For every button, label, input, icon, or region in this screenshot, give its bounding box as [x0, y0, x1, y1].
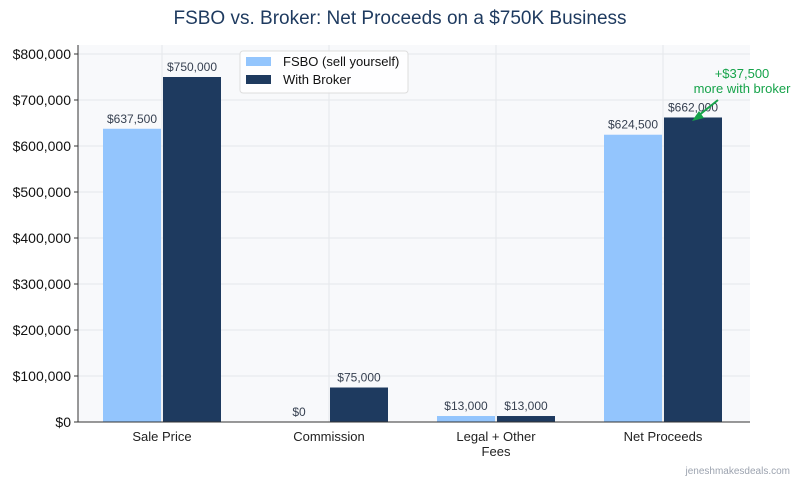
x-tick-label: Legal + Other — [456, 429, 536, 444]
legend: FSBO (sell yourself) With Broker — [239, 50, 409, 94]
legend-swatch — [246, 57, 271, 66]
y-tick-label: $100,000 — [13, 368, 72, 384]
bar-broker — [664, 117, 722, 422]
annotation-text: +$37,500 — [715, 66, 770, 81]
y-tick-label: $0 — [55, 414, 71, 430]
data-label: $75,000 — [337, 371, 381, 385]
y-tick-label: $400,000 — [13, 230, 72, 246]
legend-label: With Broker — [283, 72, 352, 87]
arrowhead-icon — [692, 111, 704, 121]
data-label: $0 — [292, 405, 306, 419]
data-label: $662,000 — [668, 100, 718, 114]
legend-swatch — [246, 75, 271, 84]
bar-fsbo — [604, 134, 662, 423]
arrow-icon — [697, 99, 719, 117]
bar-broker — [330, 387, 388, 422]
bar-fsbo — [103, 128, 161, 422]
x-tick-label: Net Proceeds — [624, 429, 703, 444]
y-tick-label: $700,000 — [13, 92, 72, 108]
data-label: $13,000 — [444, 399, 488, 413]
x-tick-label: Sale Price — [132, 429, 191, 444]
annotation-text: more with broker — [694, 81, 791, 96]
y-tick-label: $200,000 — [13, 322, 72, 338]
bar-broker — [163, 77, 221, 422]
watermark: jeneshmakesdeals.com — [685, 466, 791, 477]
y-tick-label: $500,000 — [13, 184, 72, 200]
chart-title: FSBO vs. Broker: Net Proceeds on a $750K… — [173, 8, 626, 29]
data-label: $13,000 — [504, 399, 548, 413]
bar-broker — [497, 416, 555, 422]
y-tick-label: $800,000 — [13, 46, 72, 62]
y-tick-label: $600,000 — [13, 138, 72, 154]
data-label: $637,500 — [107, 112, 157, 126]
x-tick-label: Fees — [482, 444, 511, 459]
x-tick-label: Commission — [293, 429, 365, 444]
bar-fsbo — [437, 416, 495, 422]
legend-label: FSBO (sell yourself) — [283, 54, 399, 69]
data-label: $624,500 — [608, 118, 658, 132]
data-label: $750,000 — [167, 60, 217, 74]
y-tick-label: $300,000 — [13, 276, 72, 292]
